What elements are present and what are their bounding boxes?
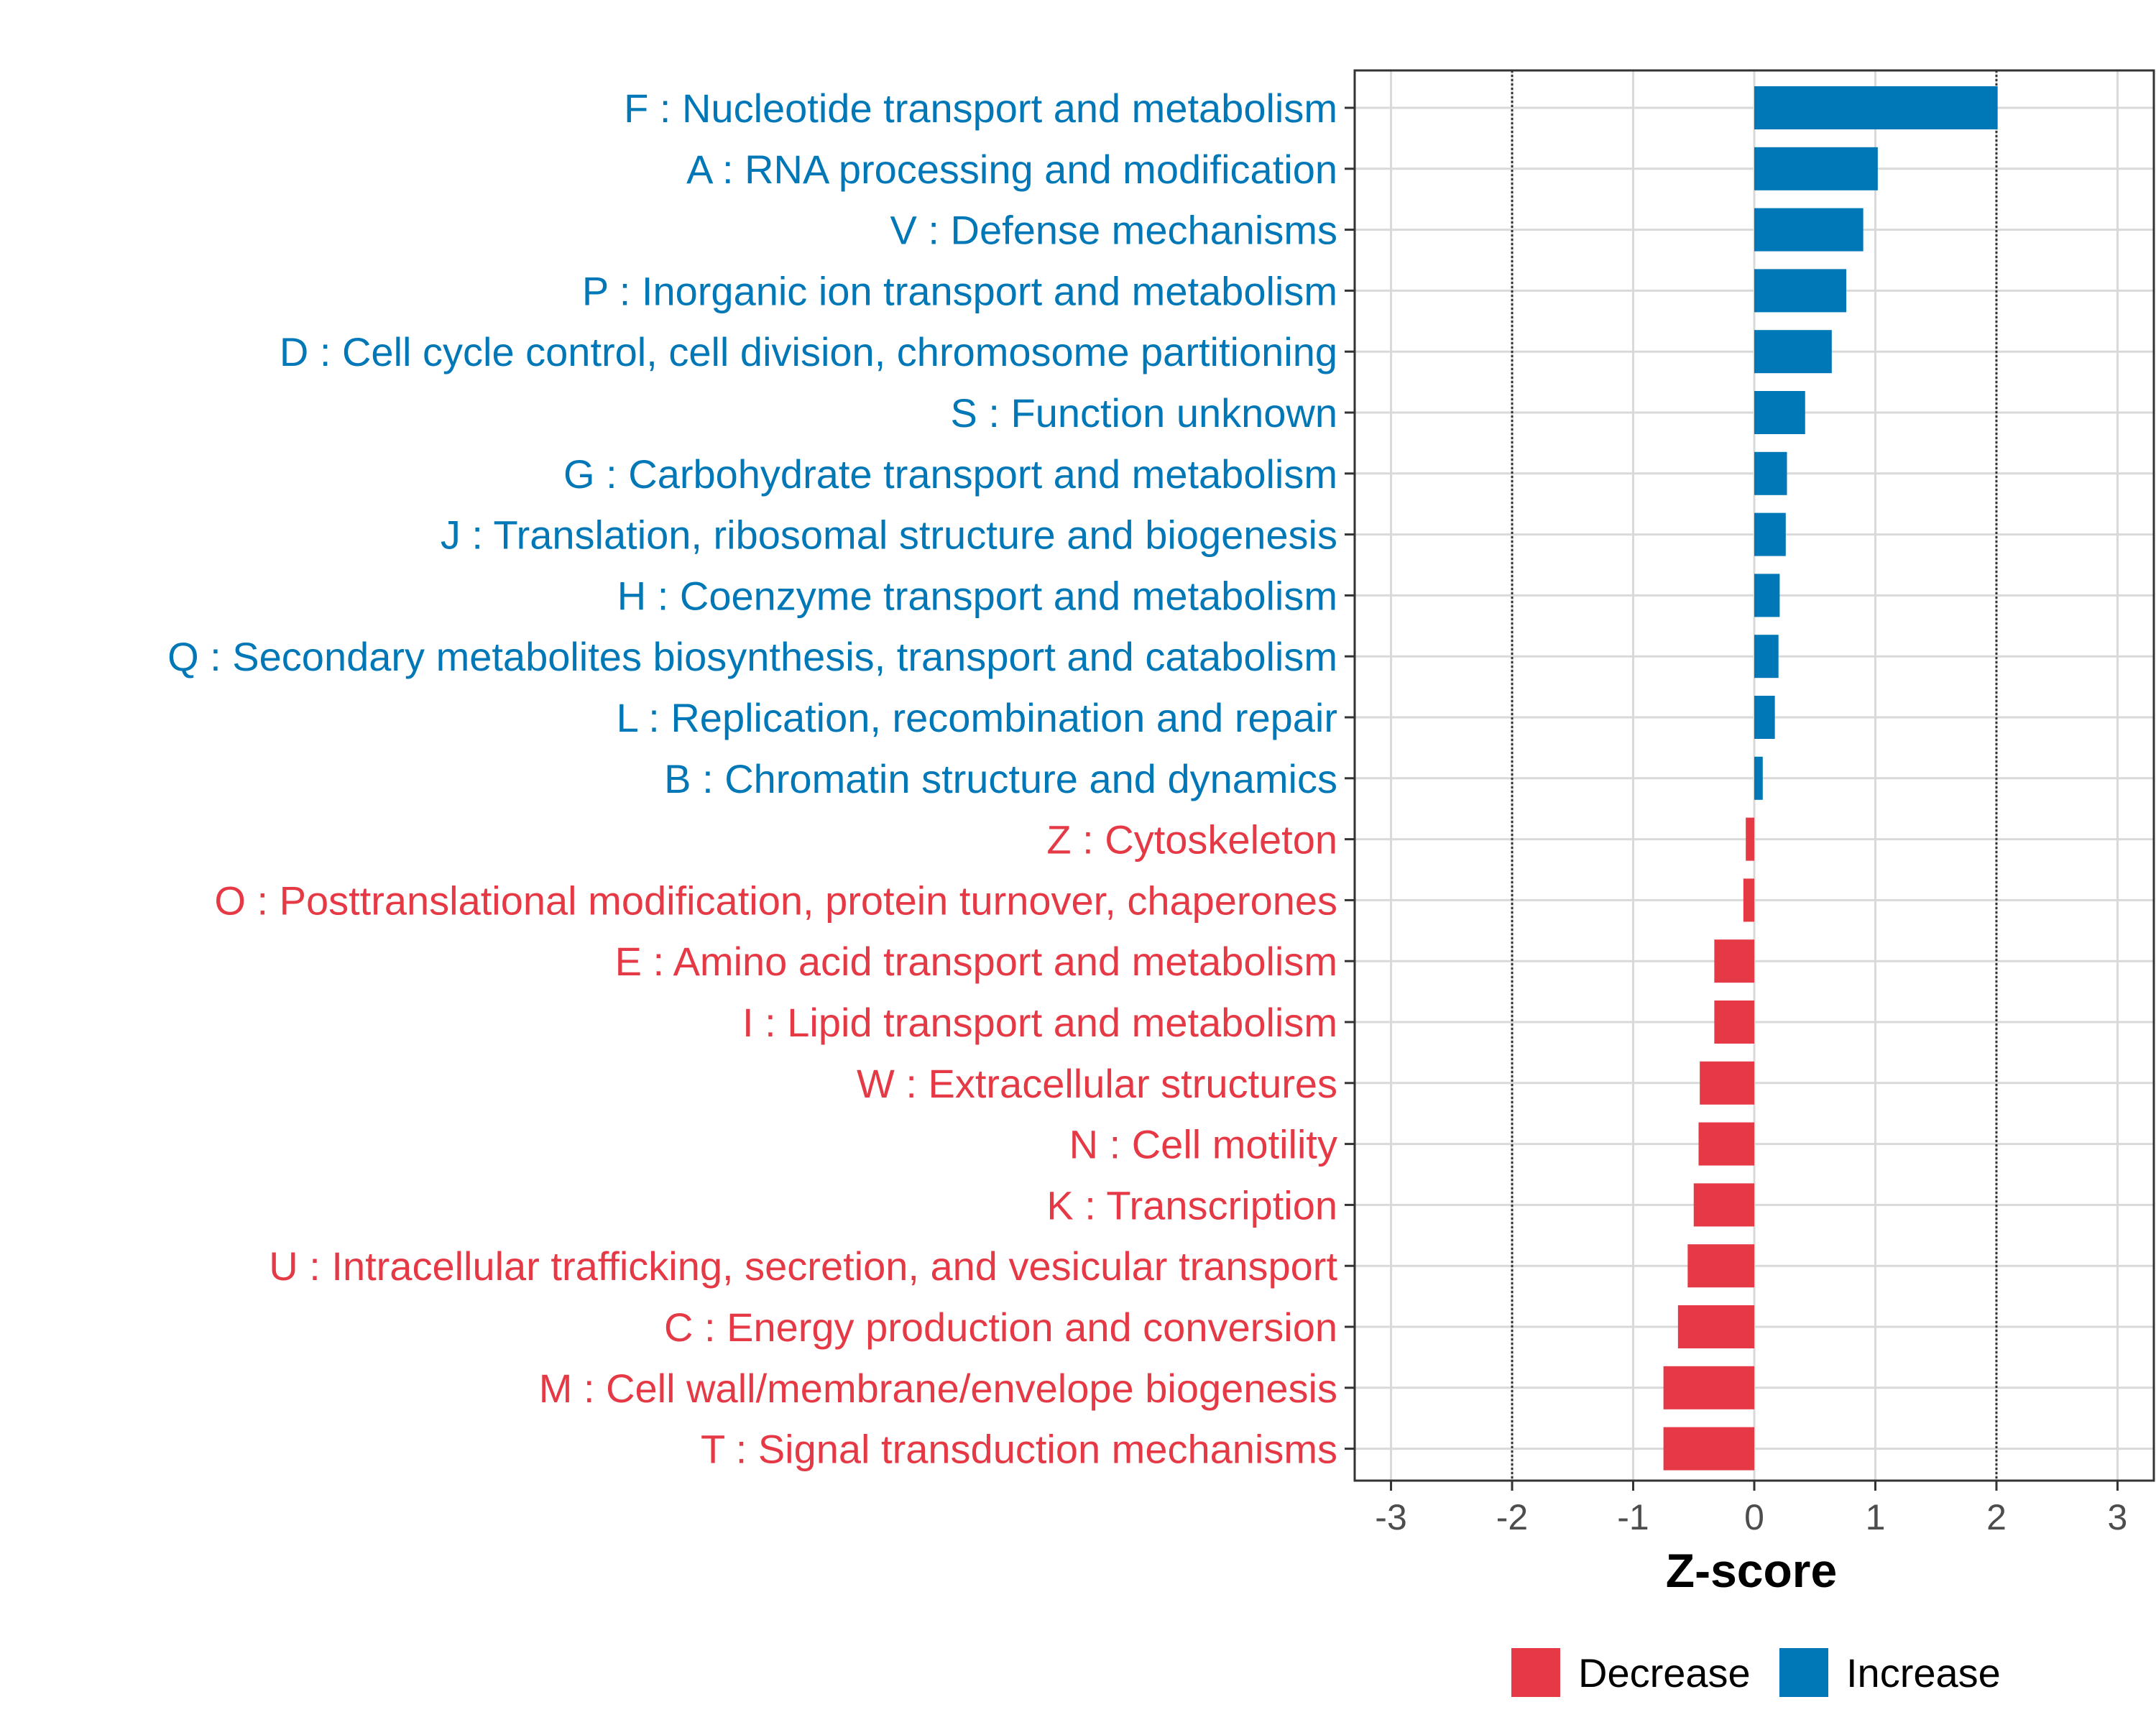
- category-label: Z : Cytoskeleton: [1046, 817, 1337, 862]
- category-label: V : Defense mechanisms: [890, 208, 1337, 253]
- category-label: F : Nucleotide transport and metabolism: [624, 86, 1337, 131]
- bar: [1677, 1305, 1754, 1348]
- legend: Decrease Increase: [1511, 1648, 2001, 1697]
- bar: [1754, 451, 1787, 495]
- bar: [1754, 269, 1847, 313]
- bar: [1698, 1122, 1754, 1166]
- category-label: M : Cell wall/membrane/envelope biogenes…: [539, 1366, 1337, 1411]
- category-label: J : Translation, ribosomal structure and…: [441, 512, 1337, 558]
- bar: [1754, 147, 1878, 190]
- category-labels: F : Nucleotide transport and metabolism A…: [167, 86, 1337, 1472]
- bar: [1700, 1061, 1754, 1105]
- x-tick-label: -2: [1496, 1497, 1528, 1537]
- x-tick-label: 3: [2108, 1497, 2128, 1537]
- x-tick-label: -3: [1375, 1497, 1406, 1537]
- bar: [1754, 574, 1780, 617]
- category-label: Q : Secondary metabolites biosynthesis, …: [167, 634, 1337, 679]
- category-label: P : Inorganic ion transport and metaboli…: [582, 268, 1337, 313]
- category-label: A : RNA processing and modification: [686, 147, 1337, 192]
- bar: [1746, 817, 1754, 861]
- legend-swatch-decrease: [1511, 1648, 1560, 1697]
- x-axis-ticks: -3 -2 -1 0 1 2 3: [1375, 1481, 2127, 1537]
- category-label: L : Replication, recombination and repai…: [617, 695, 1337, 740]
- bar: [1754, 635, 1779, 678]
- x-tick-label: 1: [1866, 1497, 1886, 1537]
- category-label: O : Posttranslational modification, prot…: [214, 878, 1337, 923]
- category-label: I : Lipid transport and metabolism: [742, 1000, 1337, 1045]
- category-label: T : Signal transduction mechanisms: [701, 1427, 1337, 1472]
- bar: [1663, 1366, 1754, 1409]
- y-axis-ticks: [1345, 106, 1355, 1450]
- bar: [1754, 208, 1864, 252]
- category-label: S : Function unknown: [950, 390, 1337, 436]
- legend-swatch-increase: [1779, 1648, 1828, 1697]
- bar: [1754, 512, 1786, 556]
- category-label: W : Extracellular structures: [857, 1061, 1337, 1106]
- category-label: B : Chromatin structure and dynamics: [664, 756, 1337, 801]
- category-label: G : Carbohydrate transport and metabolis…: [563, 451, 1337, 497]
- bar: [1693, 1183, 1754, 1227]
- legend-label-increase: Increase: [1846, 1650, 2001, 1696]
- x-tick-label: 2: [1986, 1497, 2007, 1537]
- category-label: K : Transcription: [1046, 1182, 1337, 1228]
- bars: [1663, 86, 1998, 1471]
- reference-lines: [1511, 70, 1998, 1481]
- legend-label-decrease: Decrease: [1578, 1650, 1751, 1696]
- bar: [1754, 756, 1763, 800]
- bar: [1687, 1244, 1754, 1288]
- bar: [1754, 696, 1775, 739]
- category-label: D : Cell cycle control, cell division, c…: [280, 329, 1337, 374]
- x-tick-label: -1: [1617, 1497, 1649, 1537]
- bar: [1754, 391, 1805, 434]
- category-label: N : Cell motility: [1069, 1122, 1337, 1167]
- bar: [1754, 330, 1832, 374]
- x-axis-title: Z-score: [1666, 1544, 1837, 1597]
- bar: [1743, 878, 1754, 922]
- bar: [1714, 1000, 1754, 1044]
- category-label: C : Energy production and conversion: [664, 1305, 1337, 1350]
- category-label: E : Amino acid transport and metabolism: [615, 939, 1337, 984]
- category-label: U : Intracellular trafficking, secretion…: [269, 1243, 1337, 1289]
- bar: [1754, 86, 1998, 129]
- bar: [1714, 939, 1754, 983]
- x-tick-label: 0: [1744, 1497, 1764, 1537]
- bar: [1663, 1427, 1754, 1471]
- category-label: H : Coenzyme transport and metabolism: [617, 573, 1337, 618]
